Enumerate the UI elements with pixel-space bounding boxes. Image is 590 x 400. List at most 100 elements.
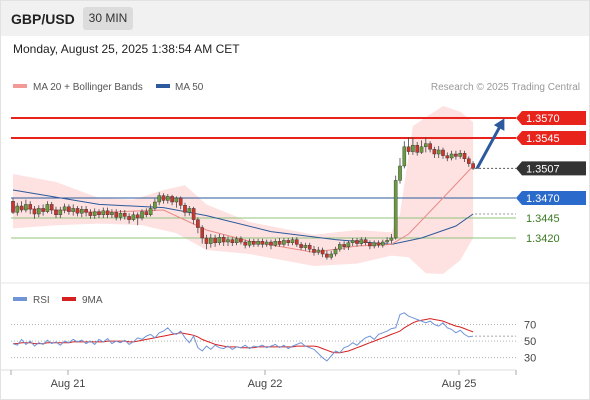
level-label-text-1.3445: 1.3445 bbox=[526, 213, 560, 225]
candle-body-84 bbox=[372, 242, 377, 247]
candle-body-10 bbox=[54, 209, 58, 215]
candle-body-66 bbox=[295, 239, 299, 245]
candle-body-20 bbox=[97, 211, 101, 216]
candle-body-1 bbox=[15, 205, 20, 213]
rsi-legend-label: RSI bbox=[33, 295, 50, 306]
candle-body-58 bbox=[260, 240, 265, 245]
candle-body-46 bbox=[208, 237, 213, 244]
candle-body-99 bbox=[436, 149, 441, 155]
candle-body-23 bbox=[110, 212, 114, 215]
candle-body-63 bbox=[282, 240, 286, 245]
candle-body-13 bbox=[67, 206, 71, 212]
candle-body-62 bbox=[277, 240, 282, 245]
candle-body-104 bbox=[458, 152, 463, 157]
candle-body-22 bbox=[105, 210, 110, 216]
candle-body-74 bbox=[329, 253, 334, 258]
candle-body-98 bbox=[432, 148, 437, 155]
candle-body-90 bbox=[398, 165, 402, 181]
candle-body-30 bbox=[140, 211, 144, 219]
rsi-tick-label-30: 30 bbox=[524, 353, 536, 365]
candle-body-38 bbox=[174, 197, 179, 203]
candle-body-81 bbox=[359, 239, 364, 244]
level-label-bg-1.3570 bbox=[516, 111, 586, 125]
level-label-1.3570: 1.3570 bbox=[516, 111, 586, 125]
candle-body-60 bbox=[269, 241, 273, 246]
candle-body-25 bbox=[118, 212, 123, 218]
candle-body-61 bbox=[273, 240, 278, 246]
candle-body-32 bbox=[148, 208, 153, 215]
ma50-line bbox=[12, 189, 474, 245]
candle-body-75 bbox=[333, 248, 338, 255]
candle-body-71 bbox=[316, 249, 321, 253]
level-label-bg-1.3545 bbox=[516, 131, 586, 145]
candle-body-39 bbox=[178, 197, 183, 206]
candle-body-105 bbox=[462, 152, 467, 159]
candle-body-54 bbox=[243, 241, 248, 246]
candle-body-5 bbox=[32, 208, 37, 215]
x-label-aug22: Aug 22 bbox=[248, 378, 283, 390]
candle-body-85 bbox=[376, 242, 381, 246]
rsi-panel: 70 50 30 bbox=[11, 312, 536, 365]
candle-body-41 bbox=[187, 208, 192, 213]
price-panel: 1.3570 1.3545 1.3507 1.3470 1.3445 1.3420 bbox=[11, 106, 586, 274]
candle-body-65 bbox=[290, 239, 295, 244]
candle-body-79 bbox=[350, 240, 355, 243]
candle-body-56 bbox=[251, 240, 256, 245]
copyright-credit: Research © 2025 Trading Central bbox=[431, 82, 580, 93]
candle-body-96 bbox=[424, 143, 428, 148]
candle-body-47 bbox=[213, 237, 217, 244]
candle-body-31 bbox=[144, 211, 149, 216]
candle-body-67 bbox=[299, 244, 303, 248]
legend-ma20: MA 20 + Bollinger Bands bbox=[13, 82, 143, 93]
legend-ma50-label: MA 50 bbox=[175, 82, 204, 93]
timestamp: Monday, August 25, 2025 1:38:54 AM CET bbox=[13, 42, 240, 56]
candle-body-59 bbox=[264, 241, 269, 245]
candle-body-35 bbox=[161, 195, 166, 201]
candle-body-101 bbox=[445, 155, 450, 159]
level-label-bg-1.3507 bbox=[516, 161, 586, 176]
rsi-tick-label-50: 50 bbox=[524, 336, 536, 348]
candle-body-92 bbox=[406, 146, 411, 152]
rsi-ma-legend-label: 9MA bbox=[82, 295, 103, 306]
candle-body-78 bbox=[346, 242, 351, 248]
level-label-text-1.3570: 1.3570 bbox=[526, 113, 560, 125]
candle-body-42 bbox=[191, 208, 196, 220]
candle-body-27 bbox=[127, 216, 131, 220]
candle-body-107 bbox=[471, 163, 475, 169]
candle-body-64 bbox=[286, 240, 291, 243]
candle-body-29 bbox=[135, 214, 140, 219]
candle-body-11 bbox=[58, 209, 63, 215]
candle-body-4 bbox=[28, 204, 33, 210]
candle-body-8 bbox=[45, 204, 50, 212]
candle-body-36 bbox=[165, 196, 170, 201]
level-label-text-1.3470: 1.3470 bbox=[526, 193, 560, 205]
candle-body-50 bbox=[226, 239, 230, 243]
candle-body-24 bbox=[114, 212, 118, 218]
candle-body-76 bbox=[338, 244, 342, 250]
candle-body-16 bbox=[79, 208, 84, 214]
bollinger-band-fill bbox=[13, 106, 474, 274]
candle-body-72 bbox=[320, 249, 325, 255]
legend-ma50-swatch bbox=[156, 84, 170, 88]
candle-body-100 bbox=[441, 149, 445, 156]
timeframe-button[interactable]: 30 MIN bbox=[83, 7, 133, 30]
candle-body-14 bbox=[71, 208, 75, 212]
candle-body-53 bbox=[239, 238, 243, 243]
candle-body-21 bbox=[101, 210, 106, 216]
candle-body-6 bbox=[37, 208, 41, 215]
candle-body-86 bbox=[381, 241, 385, 246]
candle-body-26 bbox=[122, 212, 127, 217]
level-label-1.3507: 1.3507 bbox=[516, 161, 586, 176]
candle-body-7 bbox=[41, 208, 45, 212]
candle-body-45 bbox=[204, 237, 209, 244]
candle-body-2 bbox=[19, 205, 24, 211]
candle-body-82 bbox=[363, 239, 368, 244]
candle-body-95 bbox=[419, 146, 424, 153]
candle-body-19 bbox=[92, 211, 97, 216]
candle-body-49 bbox=[221, 236, 226, 243]
level-label-text-1.3420: 1.3420 bbox=[526, 233, 560, 245]
legend-ma50: MA 50 bbox=[156, 82, 204, 93]
x-label-aug21: Aug 21 bbox=[51, 378, 86, 390]
candle-body-102 bbox=[449, 153, 454, 159]
